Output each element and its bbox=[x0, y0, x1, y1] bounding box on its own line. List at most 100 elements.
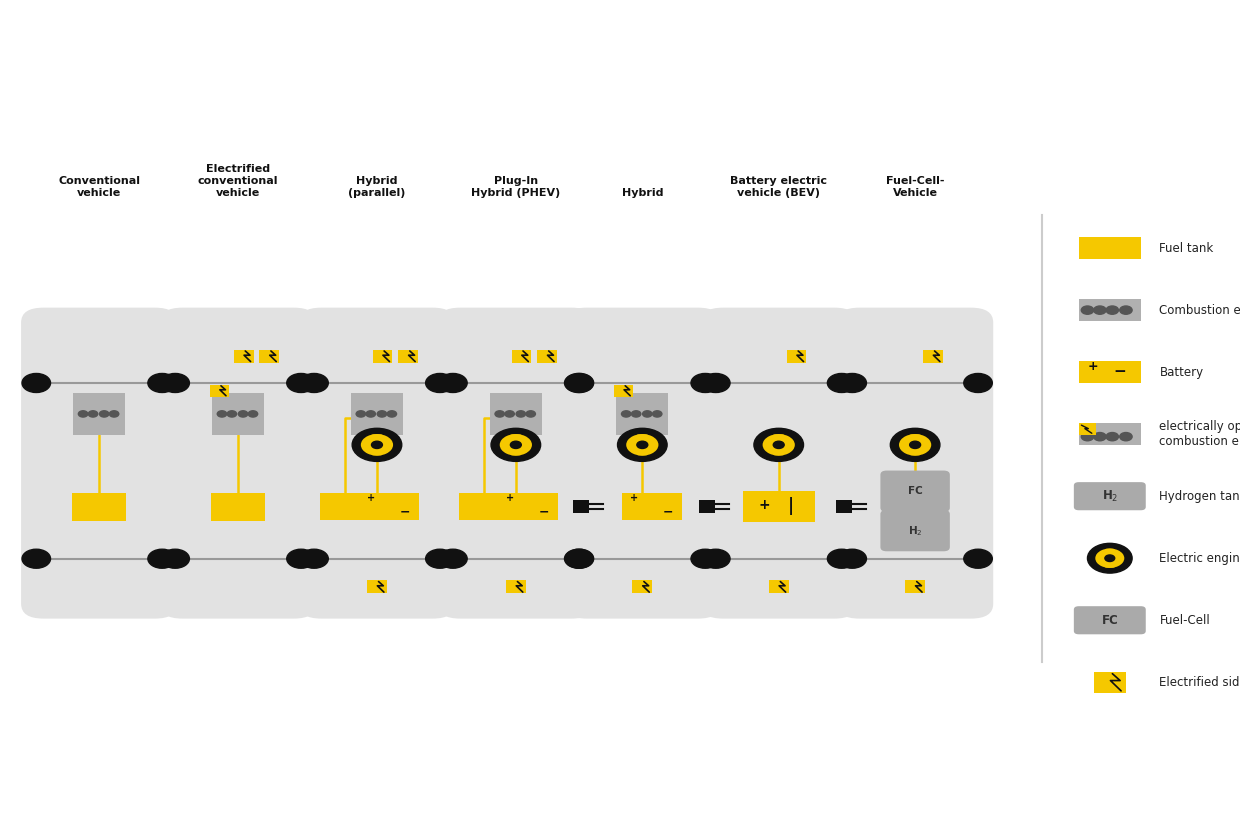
Circle shape bbox=[1106, 306, 1118, 314]
Circle shape bbox=[827, 549, 856, 568]
FancyBboxPatch shape bbox=[21, 308, 177, 619]
Text: +: + bbox=[367, 494, 376, 504]
Wedge shape bbox=[511, 434, 532, 456]
Circle shape bbox=[377, 411, 387, 417]
Circle shape bbox=[754, 428, 804, 461]
Wedge shape bbox=[763, 434, 784, 456]
FancyBboxPatch shape bbox=[160, 308, 316, 619]
Text: −: − bbox=[539, 505, 549, 519]
Circle shape bbox=[439, 549, 467, 568]
Bar bbox=[743, 491, 815, 523]
Circle shape bbox=[963, 374, 992, 393]
Bar bbox=[211, 493, 265, 521]
Circle shape bbox=[1120, 433, 1132, 441]
Circle shape bbox=[366, 411, 376, 417]
Circle shape bbox=[286, 374, 315, 393]
Circle shape bbox=[248, 411, 258, 417]
Bar bbox=[537, 350, 557, 363]
Circle shape bbox=[387, 411, 397, 417]
Bar bbox=[1079, 423, 1096, 435]
Circle shape bbox=[526, 411, 536, 417]
Circle shape bbox=[565, 549, 594, 568]
Wedge shape bbox=[637, 434, 658, 456]
Circle shape bbox=[286, 549, 315, 568]
Bar bbox=[259, 350, 279, 363]
Circle shape bbox=[238, 411, 248, 417]
Circle shape bbox=[838, 374, 867, 393]
FancyBboxPatch shape bbox=[438, 308, 594, 619]
Bar bbox=[614, 385, 632, 397]
Circle shape bbox=[631, 411, 641, 417]
Bar bbox=[211, 385, 228, 397]
Circle shape bbox=[1106, 433, 1118, 441]
Bar bbox=[498, 494, 558, 520]
Circle shape bbox=[652, 411, 662, 417]
Bar bbox=[459, 494, 508, 520]
Circle shape bbox=[1094, 433, 1106, 441]
Text: Hybrid
(parallel): Hybrid (parallel) bbox=[348, 176, 405, 198]
Circle shape bbox=[88, 411, 98, 417]
FancyBboxPatch shape bbox=[837, 308, 993, 619]
Text: Electrified side aggregates: Electrified side aggregates bbox=[1159, 676, 1240, 689]
Circle shape bbox=[1081, 433, 1094, 441]
Text: +: + bbox=[506, 494, 515, 504]
Bar bbox=[786, 350, 806, 363]
Wedge shape bbox=[361, 434, 382, 456]
Wedge shape bbox=[1095, 548, 1115, 568]
Bar bbox=[923, 350, 942, 363]
Circle shape bbox=[565, 374, 594, 393]
Circle shape bbox=[564, 374, 593, 393]
Circle shape bbox=[910, 442, 920, 448]
Bar bbox=[212, 394, 264, 435]
Circle shape bbox=[1120, 306, 1132, 314]
Bar bbox=[490, 394, 542, 435]
Bar bbox=[351, 394, 403, 435]
Circle shape bbox=[516, 411, 526, 417]
Bar bbox=[73, 394, 125, 435]
Circle shape bbox=[148, 549, 176, 568]
FancyBboxPatch shape bbox=[880, 510, 950, 552]
Bar bbox=[72, 493, 126, 521]
Circle shape bbox=[637, 442, 647, 448]
Circle shape bbox=[356, 411, 366, 417]
Circle shape bbox=[1087, 543, 1132, 573]
Circle shape bbox=[491, 428, 541, 461]
Circle shape bbox=[425, 549, 454, 568]
FancyBboxPatch shape bbox=[701, 308, 857, 619]
Circle shape bbox=[22, 549, 51, 568]
Text: −: − bbox=[401, 505, 410, 519]
Text: +: + bbox=[758, 498, 770, 512]
Wedge shape bbox=[500, 434, 521, 456]
Text: +: + bbox=[1087, 360, 1099, 373]
Bar bbox=[233, 350, 254, 363]
Circle shape bbox=[702, 549, 730, 568]
Circle shape bbox=[227, 411, 237, 417]
Bar bbox=[1094, 672, 1126, 693]
Circle shape bbox=[564, 549, 593, 568]
Text: Plug-In
Hybrid (PHEV): Plug-In Hybrid (PHEV) bbox=[471, 176, 560, 198]
Bar bbox=[360, 494, 419, 520]
Text: −: − bbox=[663, 505, 673, 519]
Text: Battery electric
vehicle (BEV): Battery electric vehicle (BEV) bbox=[730, 176, 827, 198]
Bar bbox=[1079, 423, 1141, 445]
Text: Combustion engine: Combustion engine bbox=[1159, 304, 1240, 317]
Circle shape bbox=[217, 411, 227, 417]
Circle shape bbox=[372, 442, 382, 448]
Circle shape bbox=[161, 549, 190, 568]
Bar bbox=[699, 500, 715, 514]
Wedge shape bbox=[626, 434, 647, 456]
FancyBboxPatch shape bbox=[1074, 482, 1146, 510]
Bar bbox=[1079, 361, 1141, 383]
Text: Electrified
conventional
vehicle: Electrified conventional vehicle bbox=[198, 164, 278, 198]
Circle shape bbox=[352, 428, 402, 461]
Wedge shape bbox=[372, 434, 393, 456]
Text: Fuel tank: Fuel tank bbox=[1159, 241, 1214, 255]
Text: H$_2$: H$_2$ bbox=[908, 523, 923, 538]
Circle shape bbox=[511, 442, 521, 448]
Circle shape bbox=[300, 374, 329, 393]
Text: Hydrogen tank: Hydrogen tank bbox=[1159, 490, 1240, 503]
Circle shape bbox=[618, 428, 667, 461]
Bar bbox=[1079, 237, 1141, 259]
Circle shape bbox=[161, 374, 190, 393]
Circle shape bbox=[1081, 306, 1094, 314]
